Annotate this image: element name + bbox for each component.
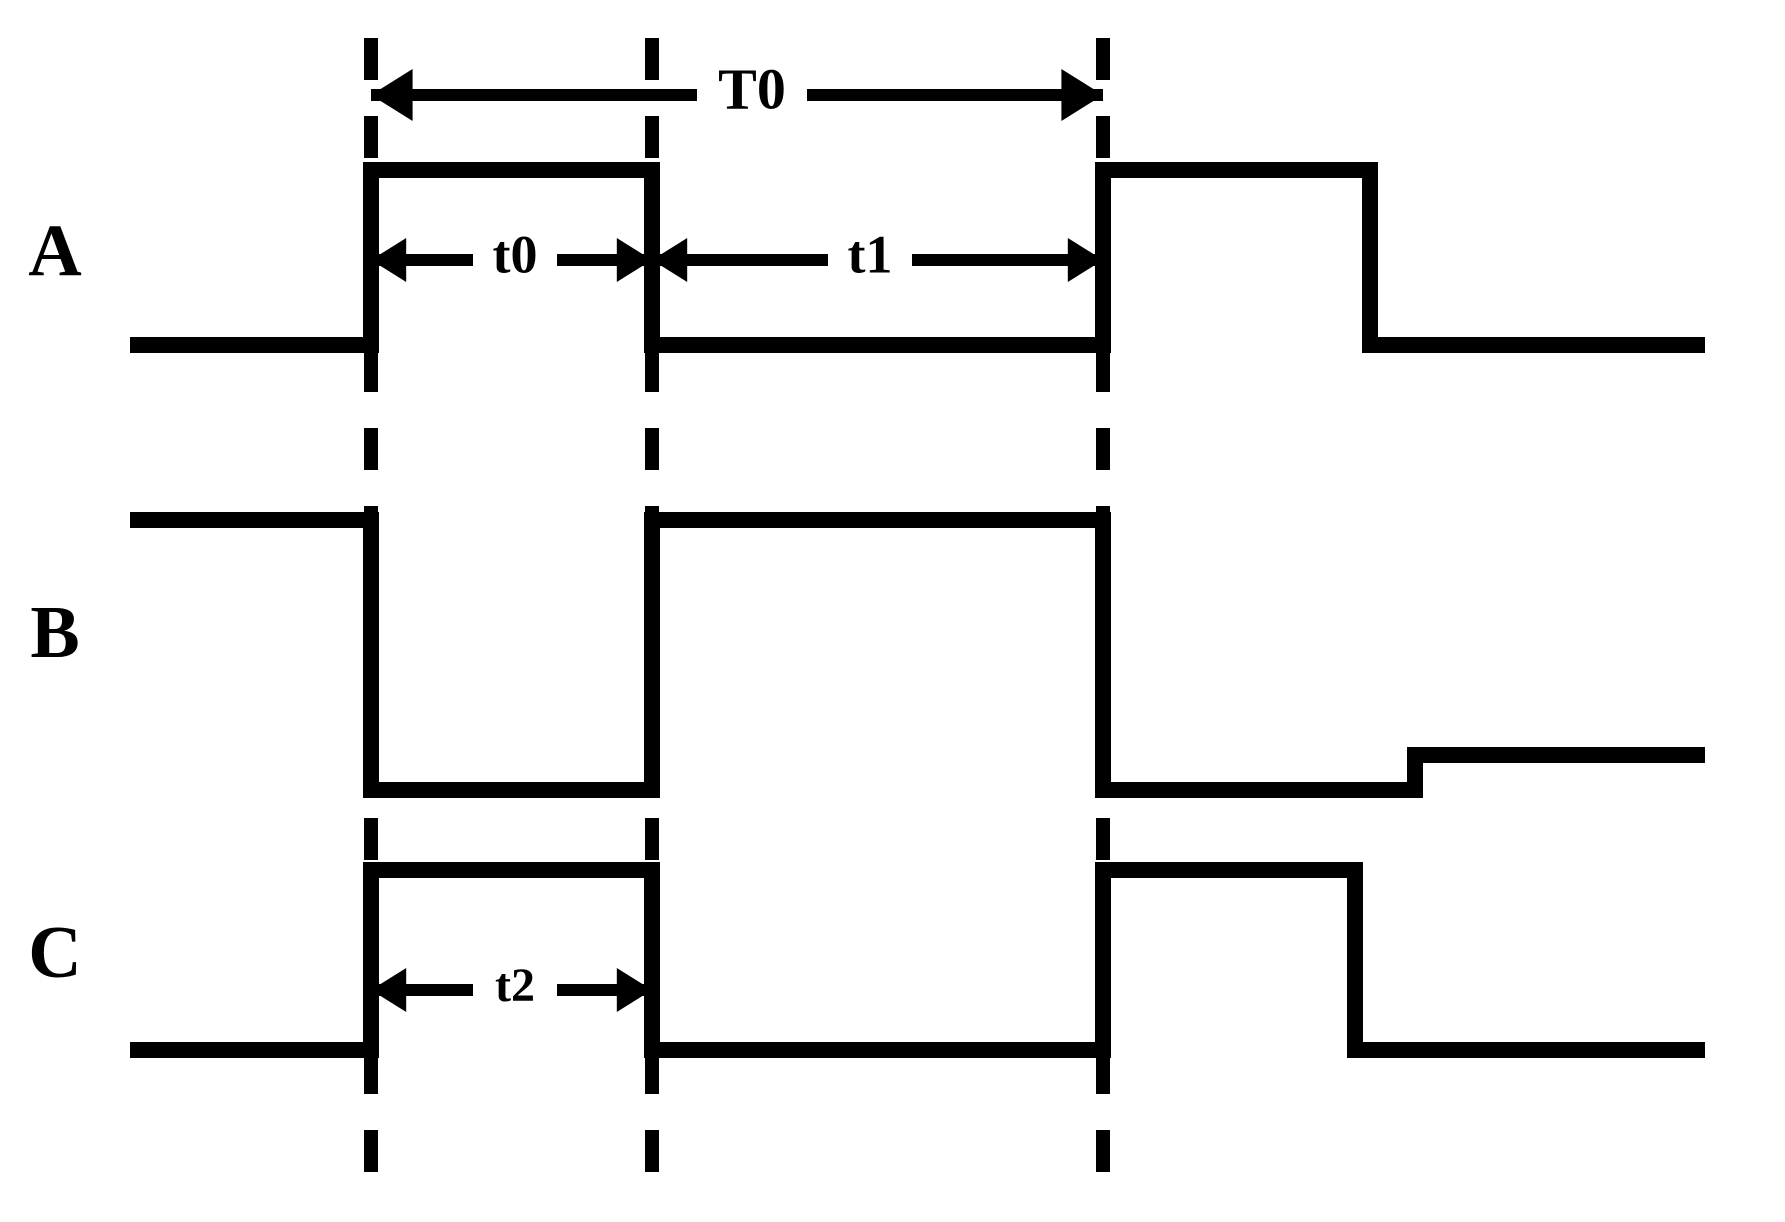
row-label-b: B [30,592,79,674]
dim-label-t1: t1 [848,224,893,284]
row-label-c: C [28,912,81,994]
dim-label-t0: t0 [493,224,538,284]
signal-c [130,870,1705,1050]
dim-label-t0: T0 [718,56,786,121]
dimension-t1: t1 [652,224,1103,284]
dimension-t0: T0 [371,56,1103,121]
dimension-t0: t0 [371,224,652,284]
row-label-a: A [28,210,81,292]
signal-b [130,520,1705,790]
dimension-t2: t2 [371,959,652,1012]
dim-label-t2: t2 [495,959,535,1012]
